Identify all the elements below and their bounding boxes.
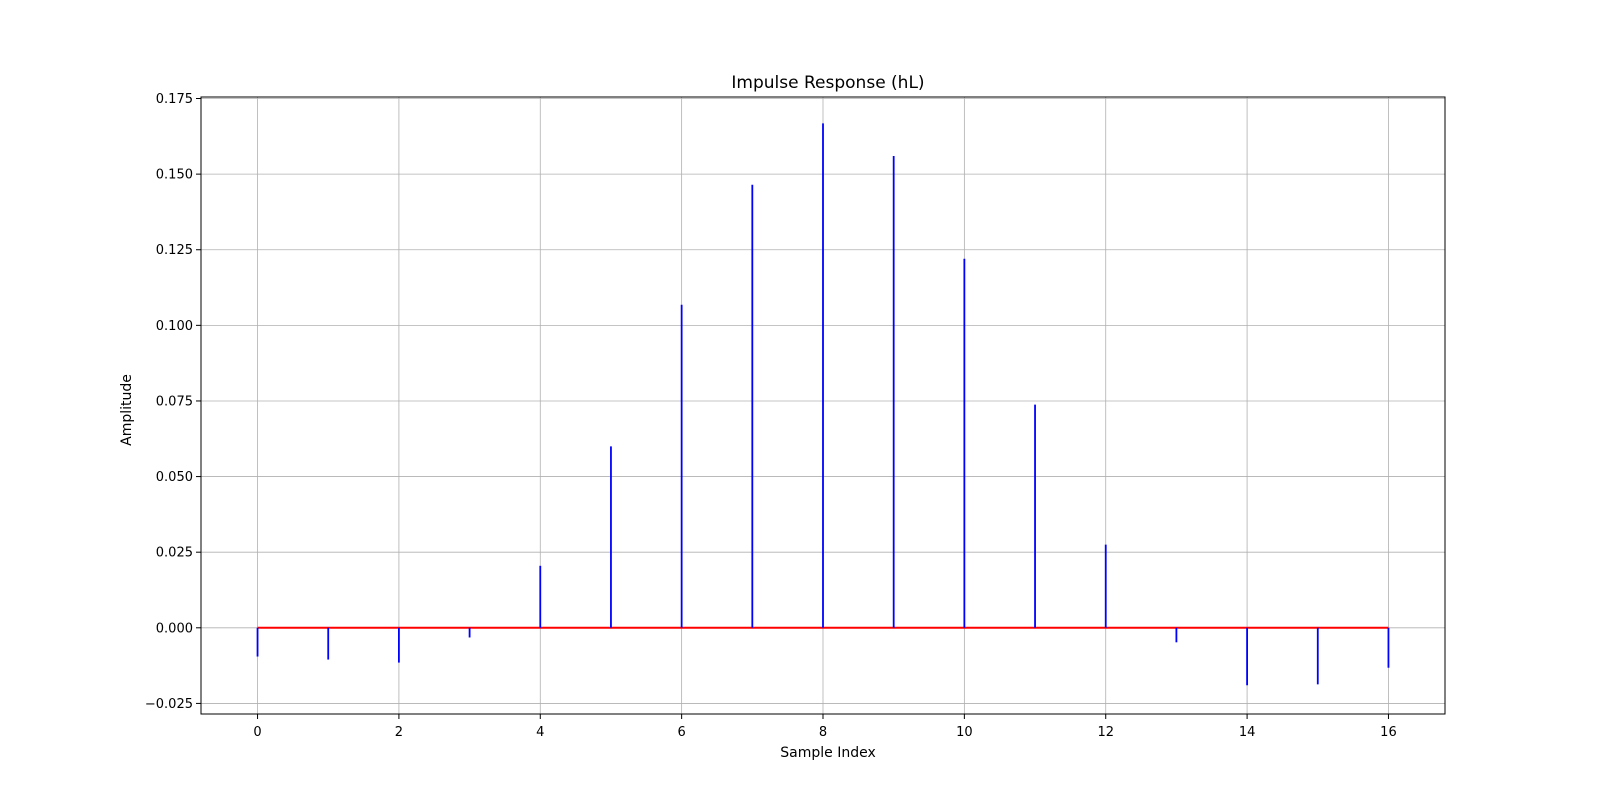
chart-title: Impulse Response (hL) xyxy=(731,73,924,93)
x-tick-label: 0 xyxy=(253,725,261,740)
x-tick-label: 10 xyxy=(956,725,973,740)
y-tick-label: 0.050 xyxy=(156,470,193,485)
x-tick-label: 14 xyxy=(1239,725,1256,740)
y-tick-label: 0.025 xyxy=(156,546,193,561)
y-tick-label: 0.100 xyxy=(156,319,193,334)
x-tick-label: 6 xyxy=(677,725,685,740)
y-tick-label: 0.175 xyxy=(156,92,193,107)
x-tick-label: 16 xyxy=(1380,725,1397,740)
y-tick-label: 0.150 xyxy=(156,168,193,183)
y-axis-ticks: −0.025 0.000 0.025 0.050 0.075 0.100 0.125 0.15… xyxy=(145,92,201,712)
x-tick-label: 8 xyxy=(819,725,827,740)
y-tick-label: −0.025 xyxy=(145,697,193,712)
y-tick-label: 0.125 xyxy=(156,243,193,258)
stems xyxy=(256,123,1390,686)
y-tick-label: 0.075 xyxy=(156,394,193,409)
x-tick-label: 12 xyxy=(1097,725,1114,740)
y-tick-label: 0.000 xyxy=(156,621,193,636)
x-tick-label: 2 xyxy=(395,725,403,740)
x-tick-label: 4 xyxy=(536,725,544,740)
x-axis-ticks: 0 2 4 6 8 10 12 14 16 xyxy=(253,714,1397,740)
y-axis-label: Amplitude xyxy=(119,374,135,446)
x-axis-label: Sample Index xyxy=(780,745,875,761)
